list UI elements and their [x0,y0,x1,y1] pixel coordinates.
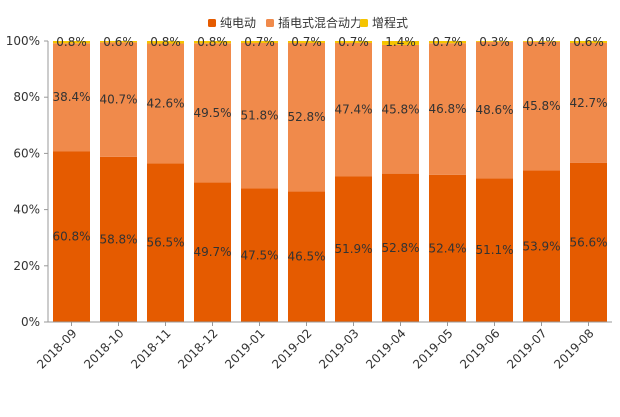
data-label: 0.7% [291,35,322,49]
bar-segment-2[interactable] [570,42,607,163]
bar-segment-2[interactable] [100,42,137,157]
data-label: 45.8% [522,99,560,113]
y-tick-label: 80% [13,90,40,104]
bar-segment-2[interactable] [476,41,513,179]
bar-segment-3[interactable] [288,41,325,43]
data-label: 46.8% [428,102,466,116]
data-label: 53.9% [522,239,560,253]
data-label: 0.7% [338,35,369,49]
data-label: 1.4% [385,35,416,49]
legend-label-3[interactable]: 增程式 [372,15,408,30]
x-tick-label: 2019-05 [410,326,455,371]
x-tick-label: 2019-02 [269,326,314,371]
bar-segment-1[interactable] [570,162,607,322]
bar-segment-2[interactable] [429,43,466,175]
bar-segment-1[interactable] [241,188,278,322]
x-tick-label: 2018-10 [81,326,126,371]
bar-segment-3[interactable] [429,41,466,44]
data-label: 0.6% [573,35,604,49]
bar-segment-1[interactable] [288,191,325,322]
bar-segment-3[interactable] [570,41,607,43]
data-label: 47.5% [240,248,278,262]
data-label: 58.8% [99,232,137,246]
x-tick-label: 2019-04 [363,326,408,371]
bar-segment-1[interactable] [382,173,419,322]
data-label: 52.8% [287,110,325,124]
data-label: 47.4% [334,103,372,117]
bar-segment-3[interactable] [241,41,278,43]
x-tick-label: 2019-01 [222,326,267,371]
y-tick-label: 60% [13,146,40,160]
bar-segment-3[interactable] [476,41,513,42]
bar-segment-2[interactable] [382,44,419,174]
bar-segment-2[interactable] [335,42,372,177]
legend-swatch-3[interactable] [360,19,368,27]
bar-segment-3[interactable] [523,41,560,42]
bar-segment-2[interactable] [194,43,231,183]
x-tick-label: 2018-12 [175,326,220,371]
bar-segment-3[interactable] [147,41,184,44]
data-label: 0.4% [526,35,557,49]
data-label: 51.9% [334,242,372,256]
data-label: 0.3% [479,35,510,49]
bar-segment-3[interactable] [382,41,419,45]
bar-segment-3[interactable] [335,41,372,43]
legend-label-1[interactable]: 纯电动 [220,16,256,30]
data-label: 38.4% [52,90,90,104]
data-label: 0.8% [197,35,228,49]
x-tick-label: 2018-09 [34,326,79,371]
data-label: 52.8% [381,241,419,255]
data-label: 60.8% [52,230,90,244]
bar-segment-1[interactable] [335,176,372,322]
data-label: 56.5% [146,236,184,250]
bar-segment-1[interactable] [194,182,231,322]
bar-segment-3[interactable] [100,41,137,43]
data-label: 49.5% [193,106,231,120]
data-label: 0.8% [150,35,181,49]
bar-segment-2[interactable] [147,43,184,164]
data-label: 52.4% [428,241,466,255]
bar-segment-1[interactable] [476,178,513,322]
x-tick-label: 2019-08 [551,326,596,371]
data-label: 42.7% [569,96,607,110]
y-tick-label: 0% [21,315,40,329]
bar-segment-2[interactable] [288,42,325,192]
data-label: 56.6% [569,235,607,249]
legend-label-2[interactable]: 插电式混合动力 [278,15,362,30]
bar-segment-1[interactable] [147,163,184,322]
data-label: 40.7% [99,93,137,107]
data-label: 0.7% [244,35,275,49]
data-label: 45.8% [381,102,419,116]
bar-segment-3[interactable] [53,41,90,44]
data-label: 51.8% [240,109,278,123]
y-tick-label: 100% [6,34,40,48]
data-label: 0.6% [103,35,134,49]
bar-segment-2[interactable] [523,41,560,171]
bar-segment-1[interactable] [523,170,560,322]
legend-swatch-1[interactable] [208,19,216,27]
x-tick-label: 2019-03 [316,326,361,371]
bar-segment-1[interactable] [100,156,137,322]
data-label: 46.5% [287,250,325,264]
bar-segment-1[interactable] [429,174,466,322]
data-label: 48.6% [475,103,513,117]
data-label: 42.6% [146,96,184,110]
x-tick-label: 2019-06 [457,326,502,371]
data-label: 0.7% [432,35,463,49]
data-label: 49.7% [193,245,231,259]
x-tick-label: 2018-11 [128,326,173,371]
y-tick-label: 20% [13,259,40,273]
bar-segment-2[interactable] [53,43,90,152]
bar-segment-1[interactable] [53,151,90,322]
bar-segment-2[interactable] [241,42,278,189]
y-tick-label: 40% [13,203,40,217]
data-label: 0.8% [56,35,87,49]
data-label: 51.1% [475,243,513,257]
bar-segment-3[interactable] [194,41,231,44]
legend-swatch-2[interactable] [266,19,274,27]
x-tick-label: 2019-07 [504,326,549,371]
